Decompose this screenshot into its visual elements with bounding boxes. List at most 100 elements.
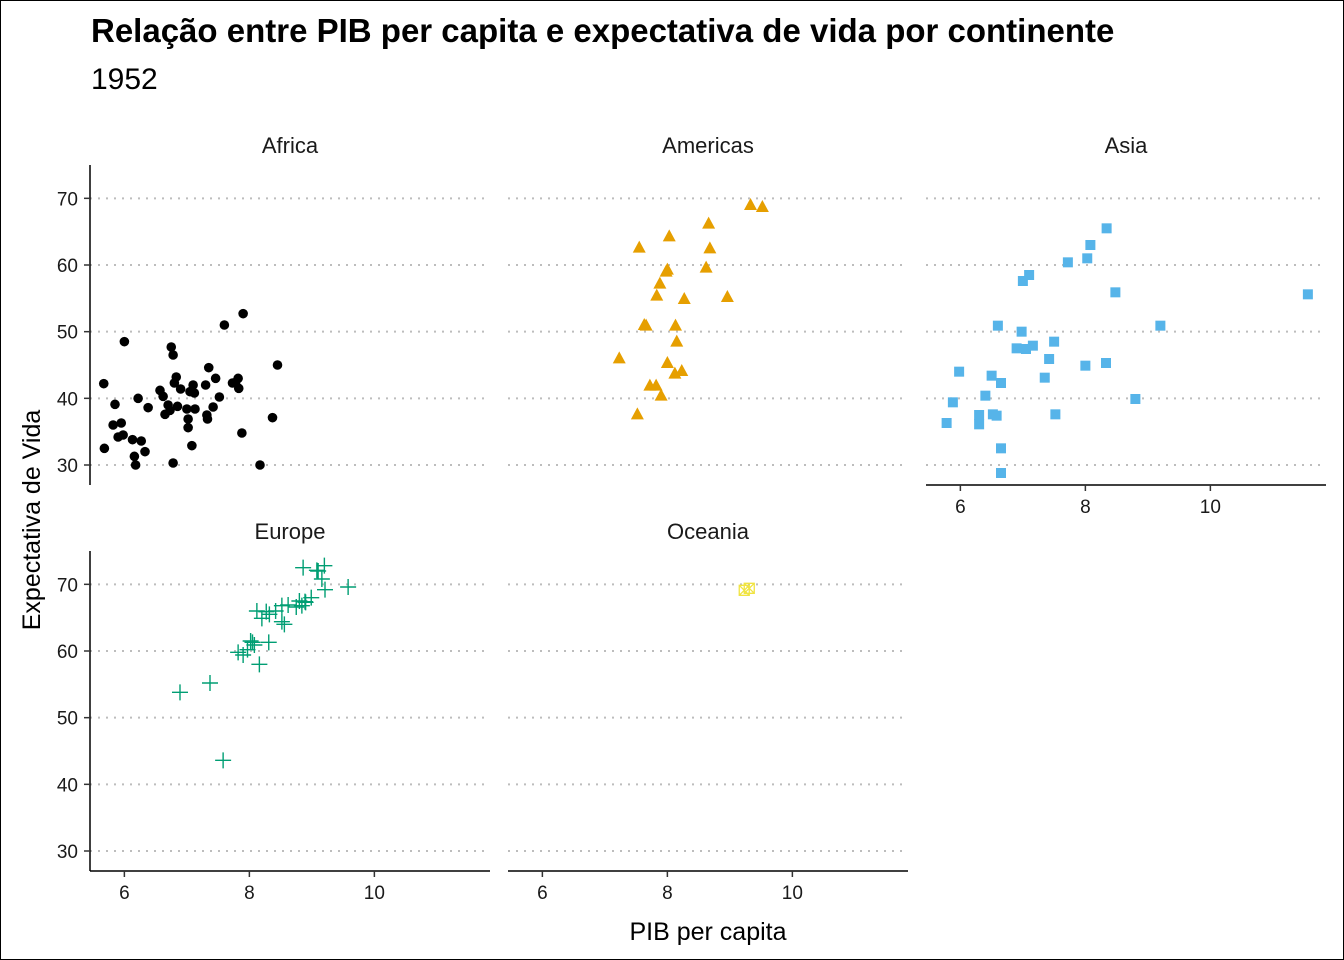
data-point [1302, 289, 1313, 300]
data-point [246, 637, 263, 653]
data-point [744, 198, 757, 210]
data-point [303, 589, 320, 606]
data-point [165, 405, 175, 416]
data-point [612, 351, 626, 364]
x-tick-label: 6 [955, 497, 966, 518]
data-point [187, 440, 197, 451]
data-point [108, 420, 118, 430]
data-point [316, 557, 333, 574]
data-point [1050, 409, 1061, 420]
data-point [1130, 394, 1141, 404]
data-point [140, 446, 150, 457]
facet-label: Asia [1105, 133, 1149, 158]
data-point [130, 460, 141, 470]
data-point [1017, 276, 1028, 286]
data-point [1039, 372, 1050, 383]
data-point [1021, 344, 1031, 354]
data-point [158, 391, 168, 402]
data-point [172, 684, 188, 701]
facet-label: Americas [662, 133, 754, 158]
x-tick-label: 10 [782, 883, 803, 904]
data-point [210, 373, 221, 384]
data-point [202, 675, 218, 691]
data-point [1016, 326, 1027, 337]
data-point [675, 364, 689, 376]
data-point [1101, 223, 1112, 234]
x-tick-label: 8 [244, 883, 255, 904]
data-point [662, 229, 676, 242]
data-point [1110, 287, 1121, 298]
data-point [632, 240, 646, 253]
y-tick-label: 60 [57, 642, 78, 663]
data-point [133, 393, 143, 404]
chart-title: Relação entre PIB per capita e expectati… [91, 12, 1115, 49]
data-point [110, 399, 120, 410]
data-point [1027, 340, 1038, 351]
data-point [996, 443, 1006, 454]
data-point [183, 422, 193, 433]
data-point [669, 318, 682, 331]
x-tick-label: 8 [1080, 497, 1091, 518]
data-point [941, 418, 952, 428]
y-tick-label: 30 [57, 456, 78, 477]
facet-asia: Asia 6 8 10 [926, 133, 1326, 518]
data-point [295, 559, 312, 576]
data-point [143, 402, 153, 413]
facet-americas: Americas [508, 133, 908, 466]
data-point [992, 320, 1003, 331]
data-point [317, 581, 333, 598]
data-point [253, 610, 270, 627]
data-point [293, 597, 310, 614]
data-point [653, 276, 667, 289]
facet-europe: Europe 30 40 50 60 70 6 8 10 [57, 519, 490, 904]
data-point [238, 308, 248, 319]
facet-africa: Africa 30 40 50 60 70 [57, 133, 490, 485]
data-point [166, 342, 177, 352]
x-tick-label: 6 [537, 883, 548, 904]
data-point [119, 336, 130, 347]
data-point [242, 633, 259, 649]
y-tick-label: 40 [57, 389, 78, 410]
facet-label: Oceania [667, 519, 750, 544]
data-point [272, 360, 283, 370]
data-point [237, 428, 247, 438]
data-point [233, 373, 243, 384]
data-point [649, 378, 663, 391]
y-tick-label: 30 [57, 842, 78, 863]
data-point [720, 290, 734, 302]
data-point [203, 362, 214, 373]
data-point [974, 410, 985, 420]
data-point [340, 579, 357, 595]
data-point [703, 241, 717, 254]
data-point [244, 634, 261, 651]
facet-panels: Africa 30 40 50 60 70 Americas Asia 6 8 10 Europe 30… [57, 133, 1326, 904]
data-point [219, 320, 230, 330]
data-point [118, 430, 128, 440]
data-point [1049, 336, 1060, 347]
data-point [974, 419, 985, 430]
data-point [171, 372, 182, 382]
data-point [175, 384, 186, 394]
x-tick-label: 8 [662, 883, 673, 904]
x-axis-label: PIB per capita [629, 918, 786, 946]
data-point [255, 460, 265, 470]
x-tick-label: 6 [119, 883, 130, 904]
data-point [980, 390, 991, 401]
chart-subtitle: 1952 [91, 63, 158, 96]
data-point [251, 656, 268, 673]
data-point [168, 350, 178, 360]
data-point [182, 404, 192, 414]
data-point [99, 443, 110, 454]
data-point [116, 418, 127, 428]
x-tick-label: 10 [1200, 497, 1221, 518]
data-point [267, 412, 278, 423]
data-point [639, 318, 653, 331]
data-point [677, 292, 691, 304]
data-point [986, 370, 997, 381]
y-tick-label: 70 [57, 189, 78, 210]
y-axis-label: Expectativa de Vida [18, 410, 46, 631]
data-point [313, 571, 330, 587]
data-point [1101, 358, 1111, 368]
data-point [129, 451, 140, 462]
data-point [660, 262, 674, 275]
